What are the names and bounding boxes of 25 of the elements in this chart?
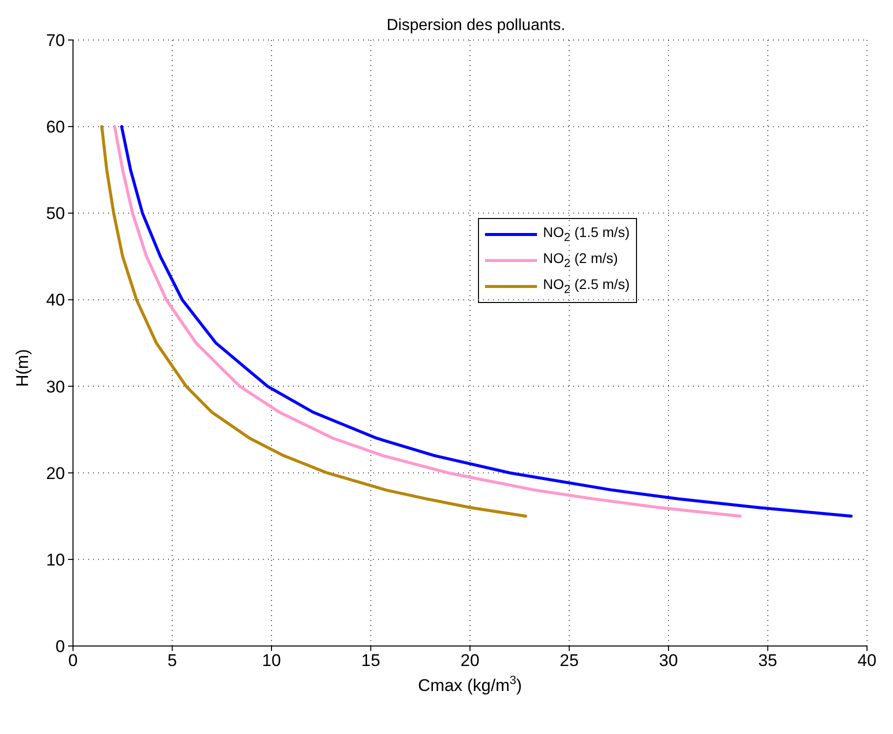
x-tick-label: 15 [361,651,380,670]
x-tick-label: 40 [858,651,876,670]
y-tick-label: 50 [46,204,65,224]
legend-label: NO$_{2}$ (2.5 m/s) [543,274,630,298]
y-tick-label: 40 [46,290,65,310]
y-tick-label: 70 [46,31,65,50]
y-tick-label: 30 [46,377,65,396]
x-tick-label: 5 [168,651,177,670]
y-tick-label: 10 [46,550,65,570]
line-series [120,125,853,518]
x-tick-label: 10 [262,651,281,670]
line-series [113,125,742,518]
legend-label: NO$_{2}$ (2 m/s) [543,248,618,272]
x-axis-title: Cmax (kg/m$^{3}$) [418,673,522,695]
x-tick-label: 25 [560,651,579,670]
chart-title: Dispersion des polluants. [386,17,566,34]
x-tick-label: 30 [659,651,678,670]
x-tick-label: 35 [758,651,778,670]
y-tick-label: 20 [46,464,65,483]
x-tick-label: 20 [460,651,480,670]
y-axis-title: H(m) [13,349,32,387]
x-tick-label: 0 [68,651,78,670]
y-tick-label: 60 [46,118,65,137]
line-series [100,125,528,518]
y-tick-label: 0 [56,637,65,656]
